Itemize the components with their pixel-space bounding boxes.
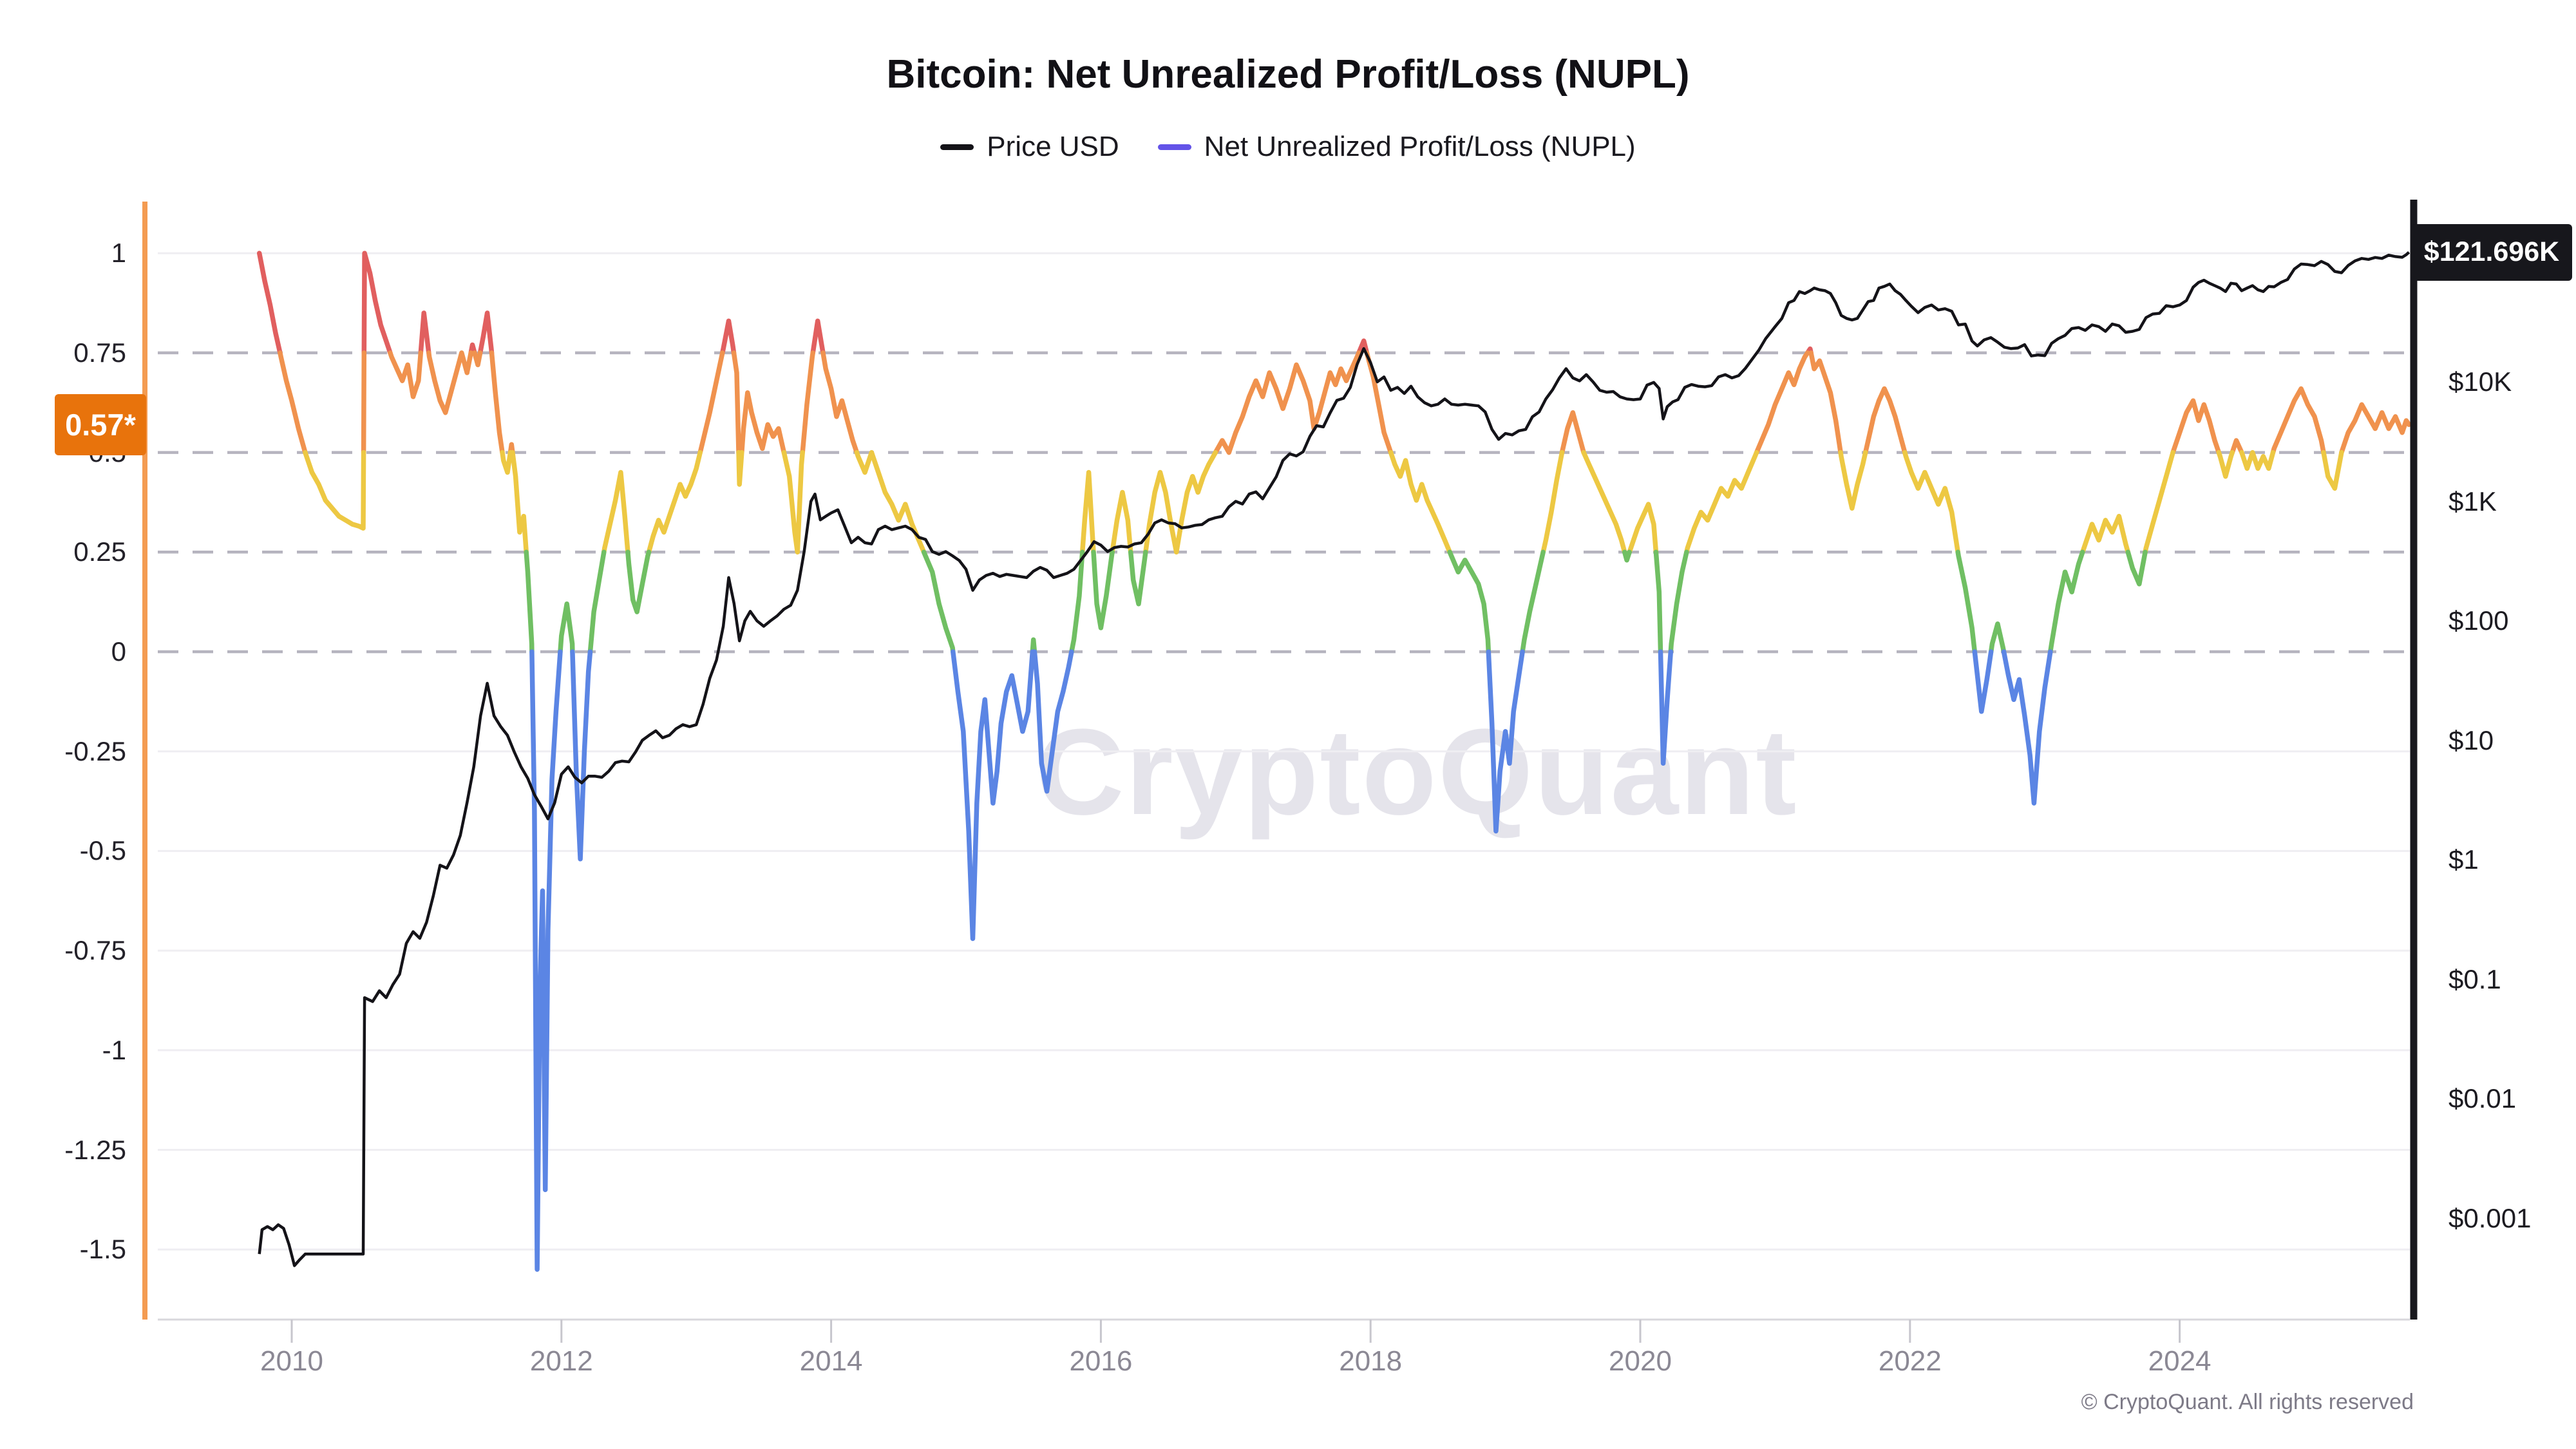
x-axis-year-label: 2020: [1609, 1345, 1672, 1377]
price-current-value-badge: $121.696K: [2411, 223, 2572, 281]
x-axis-year-label: 2012: [529, 1345, 593, 1377]
legend-item-nupl[interactable]: Net Unrealized Profit/Loss (NUPL): [1157, 131, 1636, 163]
x-axis-year-label: 2018: [1339, 1345, 1403, 1377]
left-axis-tick-label: -1.25: [64, 1134, 126, 1165]
nupl-line-segment-green: [524, 549, 2148, 654]
left-axis-tick-label: 1: [111, 238, 126, 269]
nupl-line-segment-red: [256, 251, 1814, 355]
right-axis-tick-label: $0.1: [2448, 963, 2501, 994]
nupl-line-segment-blue: [529, 649, 2053, 1272]
right-axis-tick-label: $1K: [2448, 486, 2497, 516]
left-axis-tick-label: -0.75: [64, 935, 126, 966]
left-axis-tick-label: -1: [102, 1034, 126, 1065]
nupl-legend-label: Net Unrealized Profit/Loss (NUPL): [1204, 131, 1636, 162]
x-axis-year-label: 2022: [1878, 1345, 1942, 1377]
price-legend-swatch: [940, 144, 974, 150]
right-axis-tick-label: $100: [2448, 605, 2509, 636]
left-axis-tick-label: -0.5: [79, 835, 126, 866]
legend-item-price[interactable]: Price USD: [940, 131, 1119, 163]
x-axis-year-label: 2024: [2148, 1345, 2211, 1377]
copyright-note: © CryptoQuant. All rights reserved: [2081, 1390, 2414, 1414]
left-axis-tick-label: 0.75: [73, 337, 126, 368]
right-axis-tick-label: $0.01: [2448, 1083, 2517, 1113]
price-current-value: $121.696K: [2423, 236, 2560, 268]
nupl-line-segment-yellow: [303, 450, 2344, 555]
nupl-line-segment-orange: [278, 350, 2412, 455]
legend: Price USD Net Unrealized Profit/Loss (NU…: [0, 131, 2576, 163]
nupl-current-value: 0.57*: [65, 408, 136, 442]
nupl-current-value-badge: 0.57*: [55, 394, 146, 456]
right-axis-tick-label: $1: [2448, 844, 2479, 875]
left-axis-tick-label: 0.25: [73, 536, 126, 567]
price-legend-label: Price USD: [987, 131, 1119, 162]
x-axis-year-label: 2016: [1069, 1345, 1133, 1377]
left-axis-tick-label: -0.25: [64, 735, 126, 766]
cryptoquant-watermark: CryptoQuant: [1036, 704, 1798, 840]
left-axis-tick-label: -1.5: [79, 1234, 126, 1265]
right-axis-tick-label: $0.001: [2448, 1202, 2532, 1233]
x-axis-year-label: 2010: [260, 1345, 323, 1377]
right-axis-tick-label: $10K: [2448, 366, 2512, 397]
left-axis-tick-label: 0: [111, 636, 126, 667]
right-axis-tick-label: $10: [2448, 724, 2494, 755]
nupl-legend-swatch: [1157, 144, 1191, 150]
price-line: [258, 251, 2410, 1267]
x-axis-year-label: 2014: [799, 1345, 863, 1377]
page-title: Bitcoin: Net Unrealized Profit/Loss (NUP…: [886, 52, 1690, 97]
